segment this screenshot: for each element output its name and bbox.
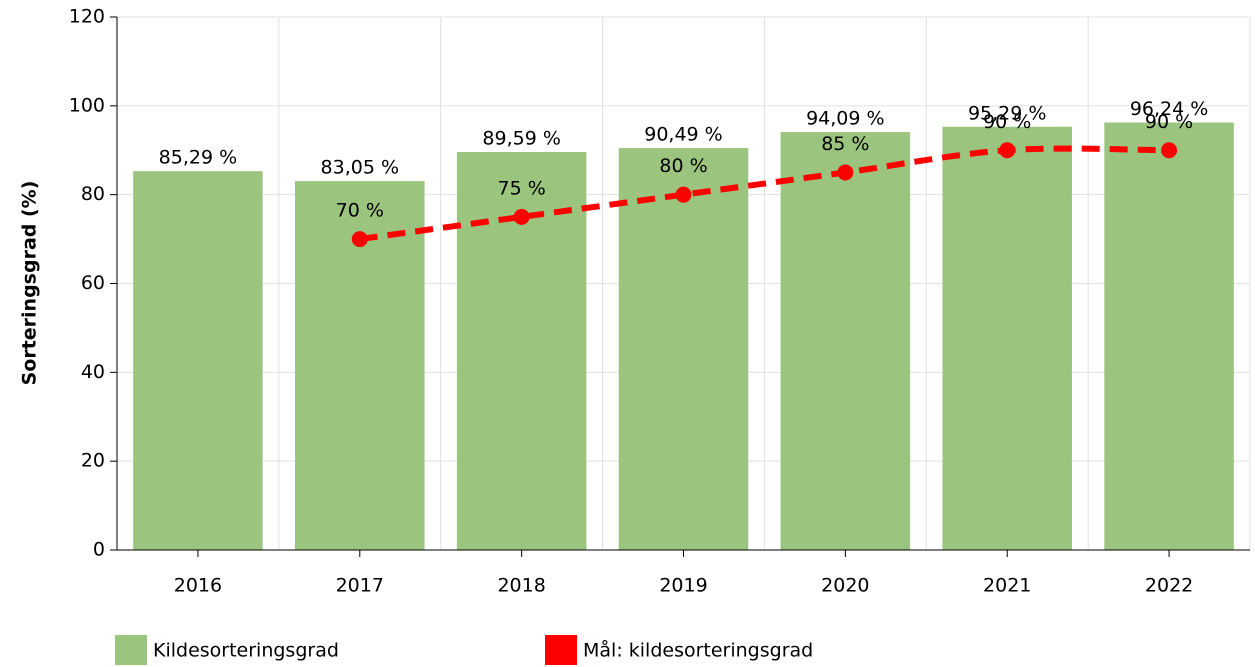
bar: [942, 126, 1072, 550]
y-tick-label: 20: [81, 450, 105, 472]
legend-label: Kildesorteringsgrad: [153, 640, 339, 662]
legend-label: Mål: kildesorteringsgrad: [583, 639, 813, 662]
line-value-label: 70 %: [336, 200, 384, 222]
bar-value-label: 96,24 %: [1130, 98, 1209, 120]
y-tick-label: 120: [69, 6, 105, 28]
line-value-label: 90 %: [1145, 111, 1193, 133]
bar-value-label: 85,29 %: [159, 147, 238, 169]
x-tick-label: 2016: [174, 575, 222, 597]
target-point: [675, 186, 692, 203]
target-line: [359, 145, 1170, 243]
x-tick-label: 2018: [497, 575, 545, 597]
x-tick-label: 2022: [1145, 575, 1193, 597]
target-point: [513, 208, 530, 225]
bar-value-label: 83,05 %: [321, 157, 400, 179]
line-value-label: 85 %: [821, 133, 869, 155]
legend-swatch: [115, 635, 147, 665]
y-tick-label: 60: [81, 272, 105, 294]
target-point: [999, 142, 1016, 159]
x-tick-label: 2020: [821, 575, 869, 597]
bar-value-label: 94,09 %: [806, 108, 885, 130]
bar-value-label: 90,49 %: [644, 124, 723, 146]
line-value-label: 75 %: [498, 177, 546, 199]
x-tick-label: 2019: [659, 575, 707, 597]
bar-value-label: 95,29 %: [968, 102, 1047, 124]
bar: [780, 132, 911, 550]
x-tick-label: 2017: [336, 575, 384, 597]
y-tick-label: 0: [93, 539, 105, 561]
target-point: [351, 231, 368, 248]
y-tick-label: 40: [81, 361, 105, 383]
y-tick-label: 80: [81, 183, 105, 205]
target-point: [1161, 142, 1178, 159]
bar: [133, 171, 263, 551]
y-axis-label: Sorteringsgrad (%): [19, 181, 41, 386]
bar-value-label: 89,59 %: [482, 128, 561, 150]
y-tick-label: 100: [69, 94, 105, 116]
line-value-label: 80 %: [659, 155, 707, 177]
x-tick-label: 2021: [983, 575, 1031, 597]
target-point: [837, 164, 854, 181]
bar: [1104, 122, 1234, 550]
bar: [618, 148, 749, 550]
legend-swatch: [545, 635, 577, 665]
line-value-label: 90 %: [983, 111, 1031, 133]
